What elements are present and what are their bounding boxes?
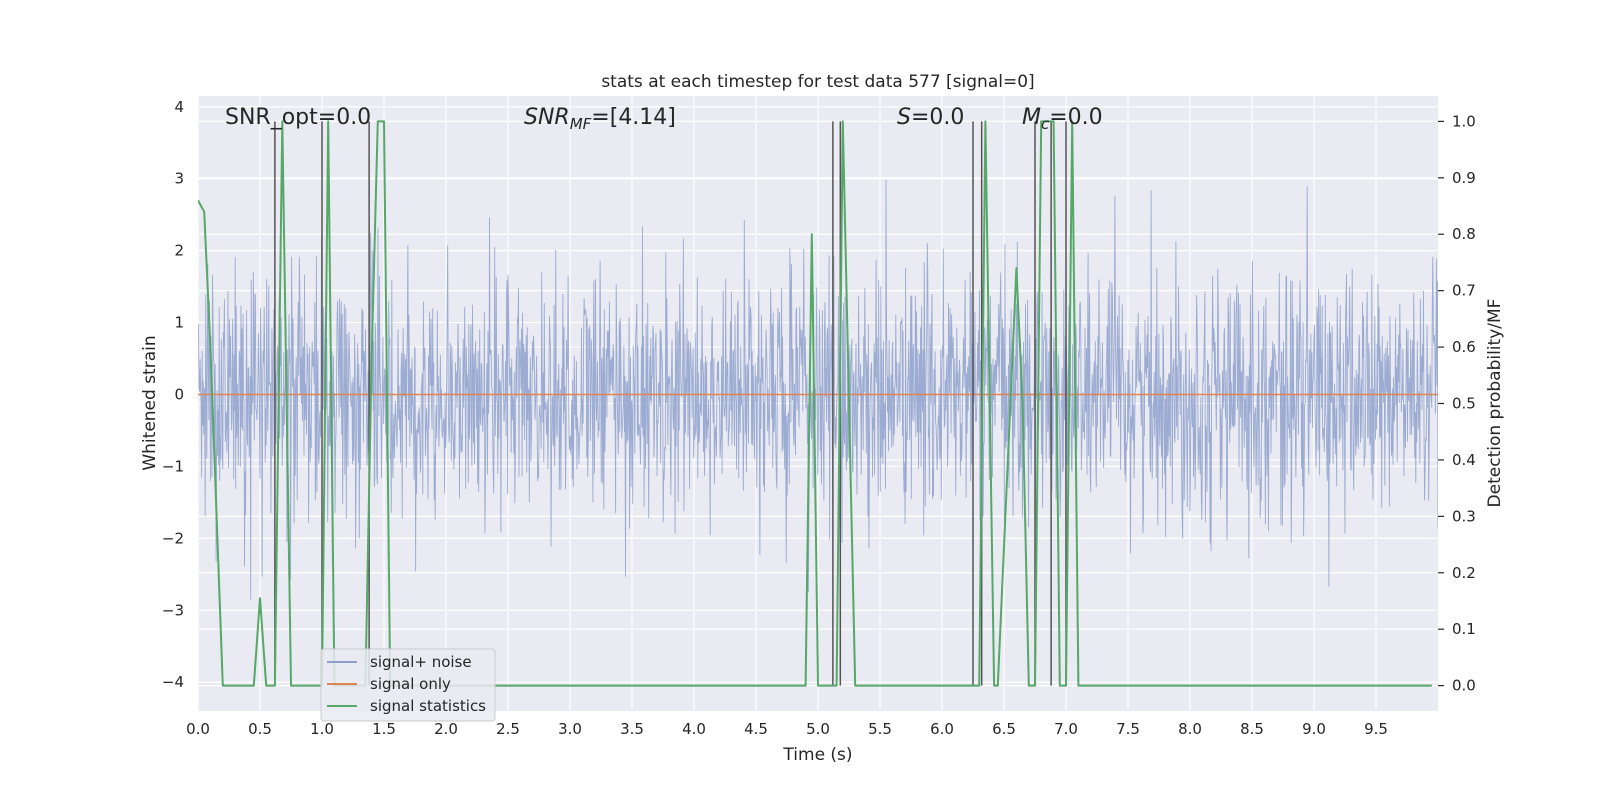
y-right-axis-label: Detection probability/MF (1485, 299, 1505, 508)
x-tick-label: 2.5 (496, 720, 520, 738)
x-tick-label: 7.0 (1054, 720, 1078, 738)
legend-box (320, 648, 496, 722)
chart-title: stats at each timestep for test data 577… (601, 72, 1034, 92)
y-tick-label: 4 (174, 98, 184, 116)
x-axis-label: Time (s) (782, 745, 852, 765)
y-right-tick-label: 0.9 (1452, 169, 1476, 187)
y-right-tick-label: 0.8 (1452, 225, 1476, 243)
y-tick-label: −1 (162, 457, 184, 475)
x-tick-label: 9.5 (1364, 720, 1388, 738)
y-right-axis-ticks: 0.0 0.1 0.2 0.3 0.4 0.5 0.6 0.7 0.8 0.9 1.0 (1438, 112, 1476, 695)
y-tick-label: 2 (174, 242, 184, 260)
x-tick-label: 9.0 (1302, 720, 1326, 738)
y-tick-label: 0 (174, 386, 184, 404)
y-right-tick-label: 0.4 (1452, 451, 1476, 469)
legend-label-signal-noise: signal+ noise (370, 653, 472, 671)
x-tick-label: 4.0 (682, 720, 706, 738)
y-axis-ticks: −4 −3 −2 −1 0 1 2 3 4 (162, 98, 184, 691)
x-tick-label: 1.0 (310, 720, 334, 738)
y-axis-label: Whitened strain (140, 335, 160, 470)
x-tick-label: 6.5 (992, 720, 1016, 738)
annotation-s: S=0.0 (897, 105, 964, 130)
x-tick-label: 6.0 (930, 720, 954, 738)
x-tick-label: 4.5 (744, 720, 768, 738)
y-right-tick-label: 0.1 (1452, 620, 1476, 638)
x-tick-label: 3.5 (620, 720, 644, 738)
legend-label-signal-only: signal only (370, 675, 451, 693)
legend: signal+ noise signal only signal statist… (320, 648, 496, 722)
x-tick-label: 3.0 (558, 720, 582, 738)
x-tick-label: 5.0 (806, 720, 830, 738)
y-right-tick-label: 0.2 (1452, 564, 1476, 582)
y-tick-label: −2 (162, 529, 184, 547)
x-axis-ticks: 0.0 0.5 1.0 1.5 2.0 2.5 3.0 3.5 4.0 4.5 5.0 5.5 6.0 6… (186, 720, 1388, 738)
x-tick-label: 8.5 (1240, 720, 1264, 738)
x-tick-label: 7.5 (1116, 720, 1140, 738)
annotation-snr-mf: SNRMF=[4.14] (524, 105, 676, 133)
y-right-tick-label: 0.0 (1452, 677, 1476, 695)
signal-noise-line (198, 179, 1438, 600)
y-right-tick-label: 0.3 (1452, 507, 1476, 525)
y-right-tick-label: 0.6 (1452, 338, 1476, 356)
x-tick-label: 1.5 (372, 720, 396, 738)
x-tick-label: 2.0 (434, 720, 458, 738)
x-tick-label: 0.0 (186, 720, 210, 738)
y-tick-label: 3 (174, 170, 184, 188)
x-tick-label: 0.5 (248, 720, 272, 738)
y-tick-label: −3 (162, 601, 184, 619)
signal-noise-series (198, 179, 1438, 600)
signal-statistics-series (198, 120, 1432, 687)
legend-label-signal-statistics: signal statistics (370, 697, 486, 715)
y-tick-label: −4 (162, 673, 184, 691)
x-tick-label: 8.0 (1178, 720, 1202, 738)
x-tick-label: 5.5 (868, 720, 892, 738)
annotation-mc: Mc=0.0 (1022, 105, 1103, 133)
y-tick-label: 1 (174, 314, 184, 332)
y-right-tick-label: 1.0 (1452, 112, 1476, 130)
y-right-tick-label: 0.7 (1452, 282, 1476, 300)
y-right-tick-label: 0.5 (1452, 395, 1476, 413)
signal-statistics-line (198, 120, 1432, 687)
annotation-snr-opt: SNR_opt=0.0 (225, 105, 371, 130)
